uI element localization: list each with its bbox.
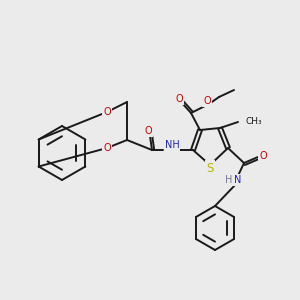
Text: O: O: [203, 96, 211, 106]
Text: O: O: [103, 107, 111, 117]
Text: O: O: [259, 151, 267, 161]
Text: S: S: [206, 161, 214, 175]
Text: CH₃: CH₃: [246, 116, 262, 125]
Text: H: H: [225, 175, 233, 185]
Text: O: O: [144, 126, 152, 136]
Text: NH: NH: [165, 140, 179, 150]
Text: N: N: [234, 175, 242, 185]
Text: O: O: [103, 143, 111, 153]
Text: O: O: [175, 94, 183, 104]
